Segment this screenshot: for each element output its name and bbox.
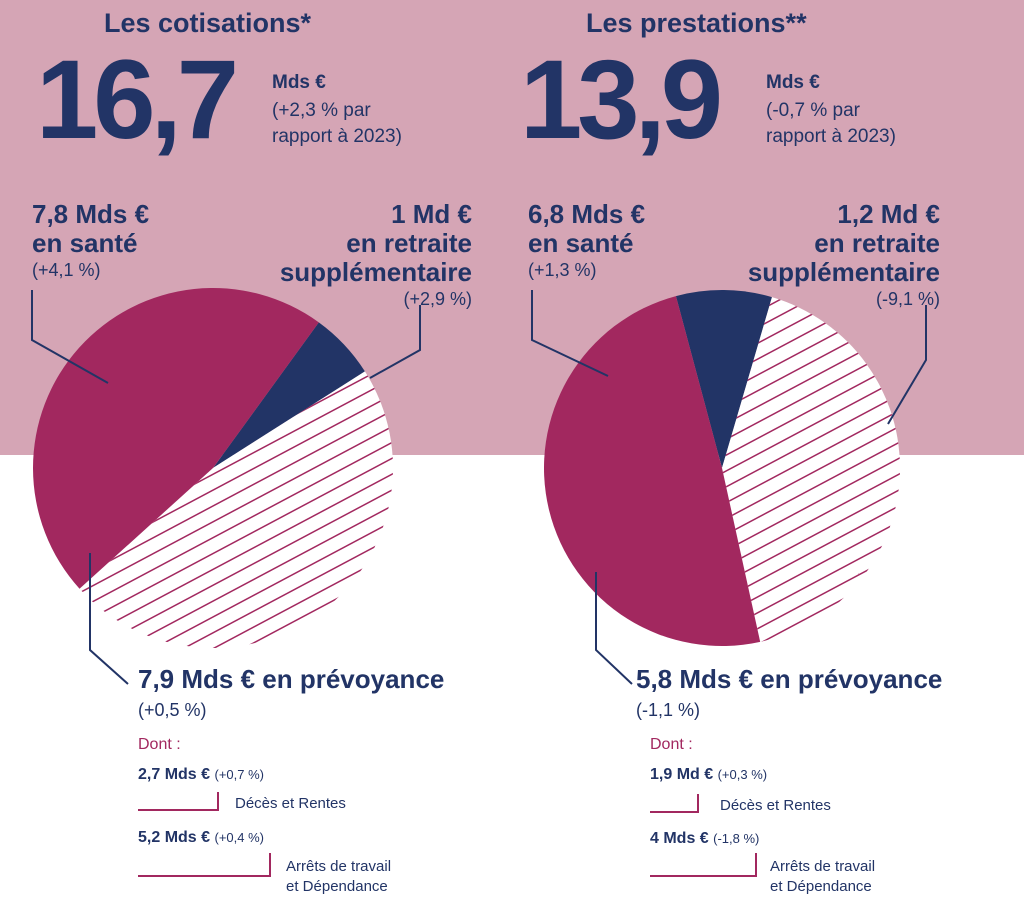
- prestations-detail-2-amount: 4 Mds € (-1,8 %): [650, 830, 759, 848]
- cotisations-slice-retraite-supplementaire: [213, 322, 365, 468]
- cotisations-detail-2-label-2: et Dépendance: [286, 878, 388, 895]
- cotisations-sante-name: en santé: [32, 228, 138, 258]
- prestations-total-value: 13,9: [520, 37, 723, 162]
- prestations-panel: Les prestations** 13,9 Mds € (-0,7 % par…: [512, 0, 1024, 909]
- cotisations-detail-1-change: (+0,7 %): [214, 767, 264, 782]
- cotisations-retraite-amount: 1 Md €: [391, 199, 472, 229]
- cotisations-pie: [32, 287, 394, 648]
- prestations-total-change-2: rapport à 2023): [766, 126, 896, 147]
- cotisations-total-value: 16,7: [36, 37, 239, 162]
- prestations-title: Les prestations**: [586, 8, 807, 38]
- prestations-detail-1-amount: 1,9 Md € (+0,3 %): [650, 766, 767, 784]
- prestations-sante-change: (+1,3 %): [528, 260, 597, 280]
- prestations-detail-1-value: 1,9 Md €: [650, 766, 714, 783]
- prestations-detail-1-change: (+0,3 %): [717, 767, 768, 782]
- prestations-total-unit: Mds €: [766, 72, 820, 93]
- prestations-retraite-amount: 1,2 Md €: [837, 199, 940, 229]
- cotisations-retraite-name-2: supplémentaire: [279, 257, 472, 287]
- cotisations-detail-2-bracket: [138, 853, 271, 877]
- cotisations-retraite-change: (+2,9 %): [403, 289, 472, 309]
- cotisations-retraite-leader: [369, 305, 421, 379]
- cotisations-detail-1-label: Décès et Rentes: [235, 795, 346, 812]
- prestations-retraite-name-2: supplémentaire: [747, 257, 940, 287]
- prestations-pie: [544, 290, 900, 646]
- prestations-slice-prevoyance: [722, 297, 900, 642]
- cotisations-slice-sante: [32, 287, 319, 589]
- cotisations-panel: Les cotisations* 16,7 Mds € (+2,3 % par …: [32, 8, 472, 895]
- cotisations-detail-2-amount: 5,2 Mds € (+0,4 %): [138, 829, 264, 847]
- cotisations-sante-amount: 7,8 Mds €: [32, 199, 150, 229]
- cotisations-detail-1-bracket: [138, 792, 219, 811]
- prestations-detail-1-label: Décès et Rentes: [720, 797, 831, 814]
- cotisations-total-change-2: rapport à 2023): [272, 126, 402, 147]
- cotisations-total-unit: Mds €: [272, 72, 326, 93]
- cotisations-prevoyance-amount: 7,9 Mds € en prévoyance: [138, 664, 445, 694]
- prestations-retraite-name: en retraite: [814, 228, 940, 258]
- prestations-prevoyance-amount: 5,8 Mds € en prévoyance: [636, 664, 943, 694]
- prestations-retraite-change: (-9,1 %): [875, 289, 940, 309]
- cotisations-detail-2-label: Arrêts de travail: [286, 858, 392, 875]
- cotisations-detail-heading: Dont :: [138, 736, 181, 753]
- prestations-slice-retraite-supplementaire: [675, 290, 772, 468]
- prestations-sante-leader: [531, 290, 609, 377]
- prestations-total-change: (-0,7 % par: [766, 100, 860, 121]
- cotisations-slice-prevoyance: [79, 371, 394, 648]
- cotisations-prevoyance-leader: [89, 553, 129, 685]
- cotisations-retraite-name: en retraite: [346, 228, 472, 258]
- prestations-detail-2-change: (-1,8 %): [713, 831, 760, 846]
- cotisations-detail-1-value: 2,7 Mds €: [138, 766, 211, 783]
- cotisations-detail-2-change: (+0,4 %): [214, 830, 264, 845]
- prestations-retraite-leader: [887, 305, 927, 425]
- prestations-detail-1-bracket: [650, 794, 699, 813]
- prestations-detail-2-label-2: et Dépendance: [770, 878, 872, 895]
- prestations-prevoyance-change: (-1,1 %): [636, 700, 701, 720]
- cotisations-sante-change: (+4,1 %): [32, 260, 101, 280]
- prestations-sante-amount: 6,8 Mds €: [528, 199, 646, 229]
- prestations-detail-2-value: 4 Mds €: [650, 830, 709, 847]
- prestations-detail-2-label: Arrêts de travail: [770, 858, 876, 875]
- cotisations-title: Les cotisations*: [104, 8, 312, 38]
- prestations-detail-2-bracket: [650, 853, 757, 877]
- prestations-prevoyance-leader: [595, 572, 633, 685]
- cotisations-sante-leader: [31, 290, 109, 384]
- cotisations-prevoyance-change: (+0,5 %): [138, 700, 207, 720]
- cotisations-total-change: (+2,3 % par: [272, 100, 371, 121]
- prestations-detail-heading: Dont :: [650, 736, 693, 753]
- cotisations-detail-1-amount: 2,7 Mds € (+0,7 %): [138, 766, 264, 784]
- cotisations-detail-2-value: 5,2 Mds €: [138, 829, 211, 846]
- prestations-slice-sante: [544, 296, 761, 646]
- prestations-sante-name: en santé: [528, 228, 634, 258]
